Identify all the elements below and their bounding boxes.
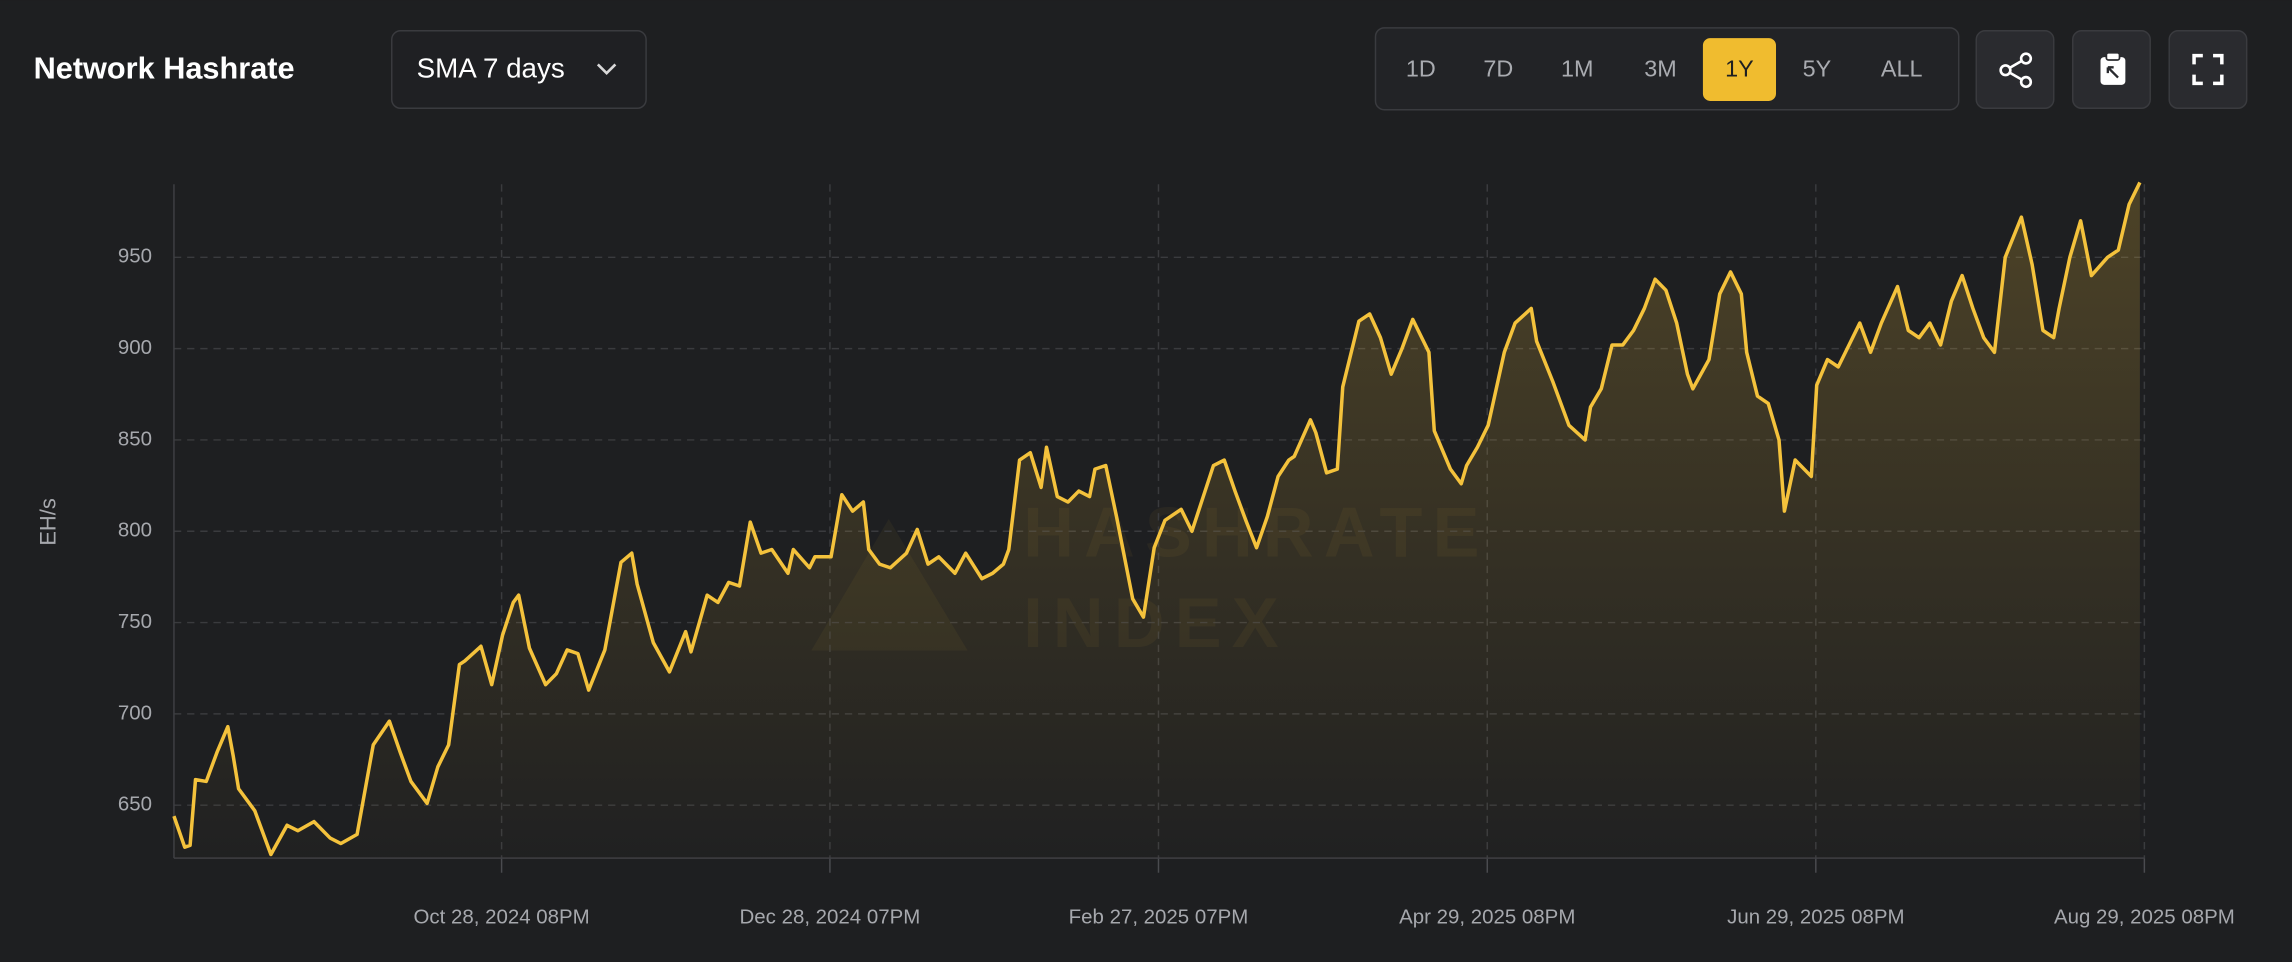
area-fill [173,182,2140,859]
x-tick-label: Dec 28, 2024 07PM [740,905,921,928]
fullscreen-button[interactable] [2168,30,2248,109]
clipboard-arrow[interactable] [2106,66,2119,79]
button-box[interactable] [2168,30,2248,109]
range-buttons: 1D 7D 1M 3M 1Y 5Y ALL [1406,38,1923,101]
y-tick-label: 650 [118,793,152,816]
range-active-bg[interactable] [1702,38,1777,101]
y-axis-label: EH/s [35,498,60,546]
range-button[interactable]: 1Y [1725,55,1754,81]
range-button[interactable]: 1M [1561,55,1593,81]
copy-button[interactable] [2072,30,2151,109]
range-button[interactable]: ALL [1881,55,1923,81]
clipboard-clip[interactable] [2105,51,2121,61]
y-tick-label: 800 [118,519,152,542]
range-button[interactable]: 1D [1406,55,1436,81]
button-box[interactable] [1975,30,2055,109]
dropdown-label[interactable]: SMA 7 days [417,53,565,84]
x-tick-label: Aug 29, 2025 08PM [2054,905,2235,928]
range-button[interactable]: 5Y [1803,55,1832,81]
range-group [1374,27,1960,111]
y-tick-label: 950 [118,245,152,268]
x-tick-label: Feb 27, 2025 07PM [1069,905,1249,928]
x-tick-label: Apr 29, 2025 08PM [1399,905,1575,928]
y-tick-label: 700 [118,701,152,724]
y-tick-label: 900 [118,336,152,359]
share-button[interactable] [1975,30,2055,109]
range-button[interactable]: 3M [1644,55,1676,81]
y-tick-label: 750 [118,610,152,633]
line [172,181,2142,857]
x-tick-label: Oct 28, 2024 08PM [413,905,589,928]
x-tick-label: Jun 29, 2025 08PM [1727,905,1904,928]
range-button[interactable]: 7D [1483,55,1513,81]
dropdown-box[interactable] [391,30,647,109]
chevron-icon[interactable] [596,63,617,76]
y-tick-label: 850 [118,427,152,450]
smoothing-dropdown[interactable]: SMA 7 days [391,30,647,109]
fullscreen-icon[interactable] [2192,53,2224,86]
share-icon[interactable] [1999,52,2033,89]
chart: HASHRATEINDEX650700750800850900950Oct 28… [35,181,2235,928]
page-title: Network Hashrate [34,50,295,85]
